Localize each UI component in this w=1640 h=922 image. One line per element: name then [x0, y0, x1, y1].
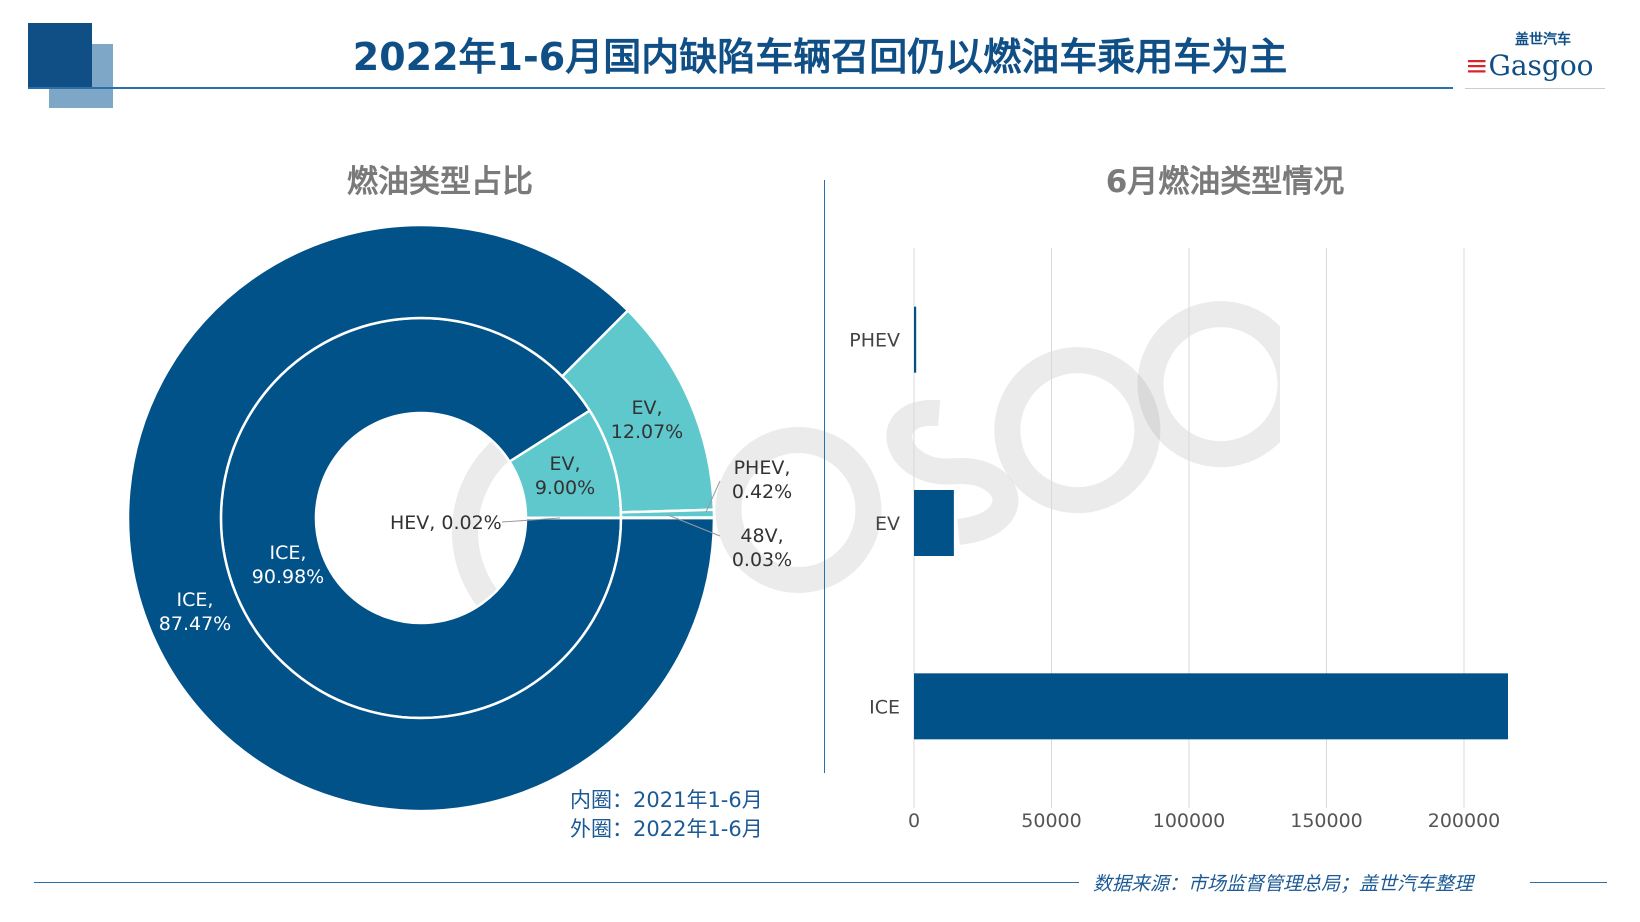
gasgoo-logo: 盖世汽车 ≡Gasgoo [1465, 32, 1605, 94]
outer-slice-ice [126, 223, 716, 813]
label-inner-ev: EV, 9.00% [534, 453, 596, 499]
footer-rule-left [34, 882, 1079, 883]
x-tick-label: 150000 [1290, 810, 1363, 832]
bar-phev [914, 306, 917, 373]
x-tick-label: 0 [908, 810, 920, 832]
x-tick-label: 50000 [1021, 810, 1081, 832]
leader-line [501, 517, 561, 523]
y-category-label: ICE [869, 696, 900, 718]
label-outer-phev: PHEV, 0.42% [731, 457, 793, 503]
donut-title: 燃油类型占比 [347, 164, 533, 200]
header-deco-square-front [28, 23, 92, 87]
donut-legend: 内圈：2021年1-6月 外圈：2022年1-6月 [570, 786, 763, 844]
outer-slice-48v [619, 516, 716, 520]
bar-ev [914, 490, 954, 556]
source-note: 数据来源：市场监督管理总局；盖世汽车整理 [1093, 873, 1474, 895]
x-tick-label: 100000 [1153, 810, 1226, 832]
leader-line [705, 480, 721, 513]
header-rule [28, 87, 1453, 89]
page-title: 2022年1-6月国内缺陷车辆召回仍以燃油车乘用车为主 [352, 35, 1288, 79]
bar-title: 6月燃油类型情况 [1105, 164, 1345, 200]
y-category-label: EV [875, 513, 900, 535]
label-outer-ice: ICE, 87.47% [158, 589, 232, 635]
label-inner-ice: ICE, 90.98% [251, 542, 325, 588]
leader-line [667, 514, 721, 537]
bar-ice [914, 673, 1508, 740]
x-tick-label: 200000 [1428, 810, 1501, 832]
bar-chart: 0 50000 100000 150000 200000 PHEV EV ICE [849, 248, 1508, 832]
label-outer-48v: 48V, 0.03% [731, 525, 793, 571]
chart-divider [824, 180, 825, 773]
footer-rule-right [1530, 882, 1607, 883]
label-inner-hev: HEV, 0.02% [390, 512, 502, 534]
label-outer-ev: EV, 12.07% [610, 397, 684, 443]
y-category-label: PHEV [849, 330, 900, 352]
legend-inner: 内圈：2021年1-6月 [570, 788, 763, 812]
legend-outer: 外圈：2022年1-6月 [570, 817, 763, 841]
donut-chart [126, 223, 721, 813]
